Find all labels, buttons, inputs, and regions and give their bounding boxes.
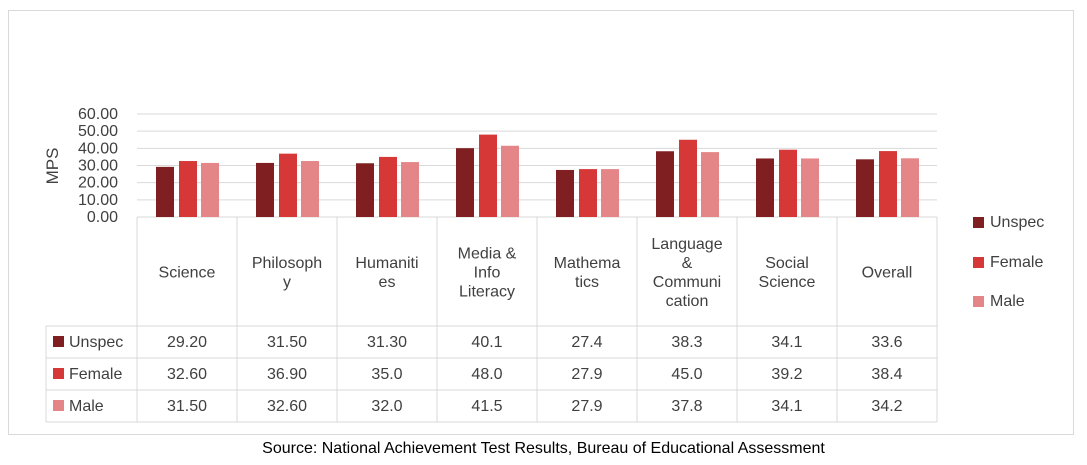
table-swatch-unspec bbox=[53, 336, 64, 347]
data-label: 36.90 bbox=[267, 366, 307, 383]
y-tick-label: 30.00 bbox=[78, 158, 118, 175]
bar-female bbox=[479, 134, 497, 217]
bar-female bbox=[579, 169, 597, 217]
legend-swatch-male bbox=[973, 296, 984, 307]
bar-male bbox=[801, 158, 819, 217]
data-label: 35.0 bbox=[371, 366, 402, 383]
bar-female bbox=[379, 156, 397, 217]
legend-item-female: Female bbox=[973, 254, 1043, 272]
category-label: Communi bbox=[653, 274, 721, 291]
data-label: 34.1 bbox=[771, 398, 802, 415]
category-label: Info bbox=[474, 265, 501, 282]
chart-frame bbox=[8, 10, 1074, 435]
bar-unspec bbox=[156, 166, 174, 217]
legend-item-unspec: Unspec bbox=[973, 214, 1044, 232]
category-label: Overall bbox=[862, 265, 913, 282]
bar-male bbox=[701, 152, 719, 217]
category-label: Literacy bbox=[459, 284, 515, 301]
y-tick-label: 40.00 bbox=[78, 140, 118, 157]
data-label: 34.1 bbox=[771, 334, 802, 351]
legend-label-female: Female bbox=[990, 254, 1044, 271]
category-label: Media & bbox=[458, 246, 517, 263]
table-series-label: Male bbox=[69, 398, 104, 415]
category-label: es bbox=[379, 274, 396, 291]
bar-female bbox=[679, 139, 697, 217]
table-series-label: Unspec bbox=[69, 334, 123, 351]
category-label: y bbox=[283, 274, 291, 291]
bar-unspec bbox=[856, 159, 874, 217]
table-series-label: Female bbox=[69, 366, 122, 383]
data-label: 39.2 bbox=[771, 366, 802, 383]
data-label: 48.0 bbox=[471, 366, 502, 383]
bar-male bbox=[201, 162, 219, 217]
bar-female bbox=[279, 153, 297, 217]
bar-male bbox=[501, 145, 519, 217]
category-label: Humaniti bbox=[355, 255, 418, 272]
data-label: 40.1 bbox=[471, 334, 502, 351]
bar-male bbox=[901, 158, 919, 217]
data-label: 34.2 bbox=[871, 398, 902, 415]
data-label: 38.3 bbox=[671, 334, 702, 351]
y-tick-label: 60.00 bbox=[78, 106, 118, 123]
category-label: Language bbox=[651, 236, 722, 253]
data-label: 29.20 bbox=[167, 334, 207, 351]
bar-unspec bbox=[456, 148, 474, 217]
category-label: tics bbox=[575, 274, 599, 291]
bar-male bbox=[401, 162, 419, 217]
y-axis-title: MPS bbox=[43, 148, 62, 185]
data-label: 32.60 bbox=[267, 398, 307, 415]
data-label: 31.30 bbox=[367, 334, 407, 351]
data-label: 37.8 bbox=[671, 398, 702, 415]
y-tick-label: 50.00 bbox=[78, 123, 118, 140]
data-label: 32.0 bbox=[371, 398, 402, 415]
bar-male bbox=[601, 169, 619, 217]
bar-female bbox=[779, 149, 797, 217]
data-label: 33.6 bbox=[871, 334, 902, 351]
bar-female bbox=[879, 151, 897, 217]
source-note: Source: National Achievement Test Result… bbox=[262, 440, 825, 457]
category-label: cation bbox=[666, 293, 709, 310]
data-label: 31.50 bbox=[167, 398, 207, 415]
category-label: & bbox=[682, 255, 693, 272]
y-tick-label: 0.00 bbox=[87, 209, 118, 226]
data-label: 38.4 bbox=[871, 366, 902, 383]
category-label: Mathema bbox=[554, 255, 621, 272]
bar-unspec bbox=[756, 158, 774, 217]
category-label: Science bbox=[159, 265, 216, 282]
legend-label-unspec: Unspec bbox=[990, 214, 1045, 231]
legend-label-male: Male bbox=[990, 293, 1025, 310]
category-label: Science bbox=[759, 274, 816, 291]
bar-male bbox=[301, 161, 319, 217]
category-label: Philosoph bbox=[252, 255, 322, 272]
bar-unspec bbox=[556, 169, 574, 217]
legend-item-male: Male bbox=[973, 293, 1025, 311]
data-label: 45.0 bbox=[671, 366, 702, 383]
data-label: 27.4 bbox=[571, 334, 602, 351]
legend-swatch-unspec bbox=[973, 217, 984, 228]
bar-unspec bbox=[256, 162, 274, 217]
bar-unspec bbox=[656, 151, 674, 217]
data-label: 41.5 bbox=[471, 398, 502, 415]
category-label: Social bbox=[765, 255, 809, 272]
table-swatch-male bbox=[53, 400, 64, 411]
y-tick-label: 10.00 bbox=[78, 192, 118, 209]
data-label: 32.60 bbox=[167, 366, 207, 383]
data-label: 31.50 bbox=[267, 334, 307, 351]
bar-unspec bbox=[356, 163, 374, 217]
bar-female bbox=[179, 161, 197, 217]
legend-swatch-female bbox=[973, 257, 984, 268]
table-swatch-female bbox=[53, 368, 64, 379]
data-label: 27.9 bbox=[571, 398, 602, 415]
data-label: 27.9 bbox=[571, 366, 602, 383]
y-tick-label: 20.00 bbox=[78, 175, 118, 192]
